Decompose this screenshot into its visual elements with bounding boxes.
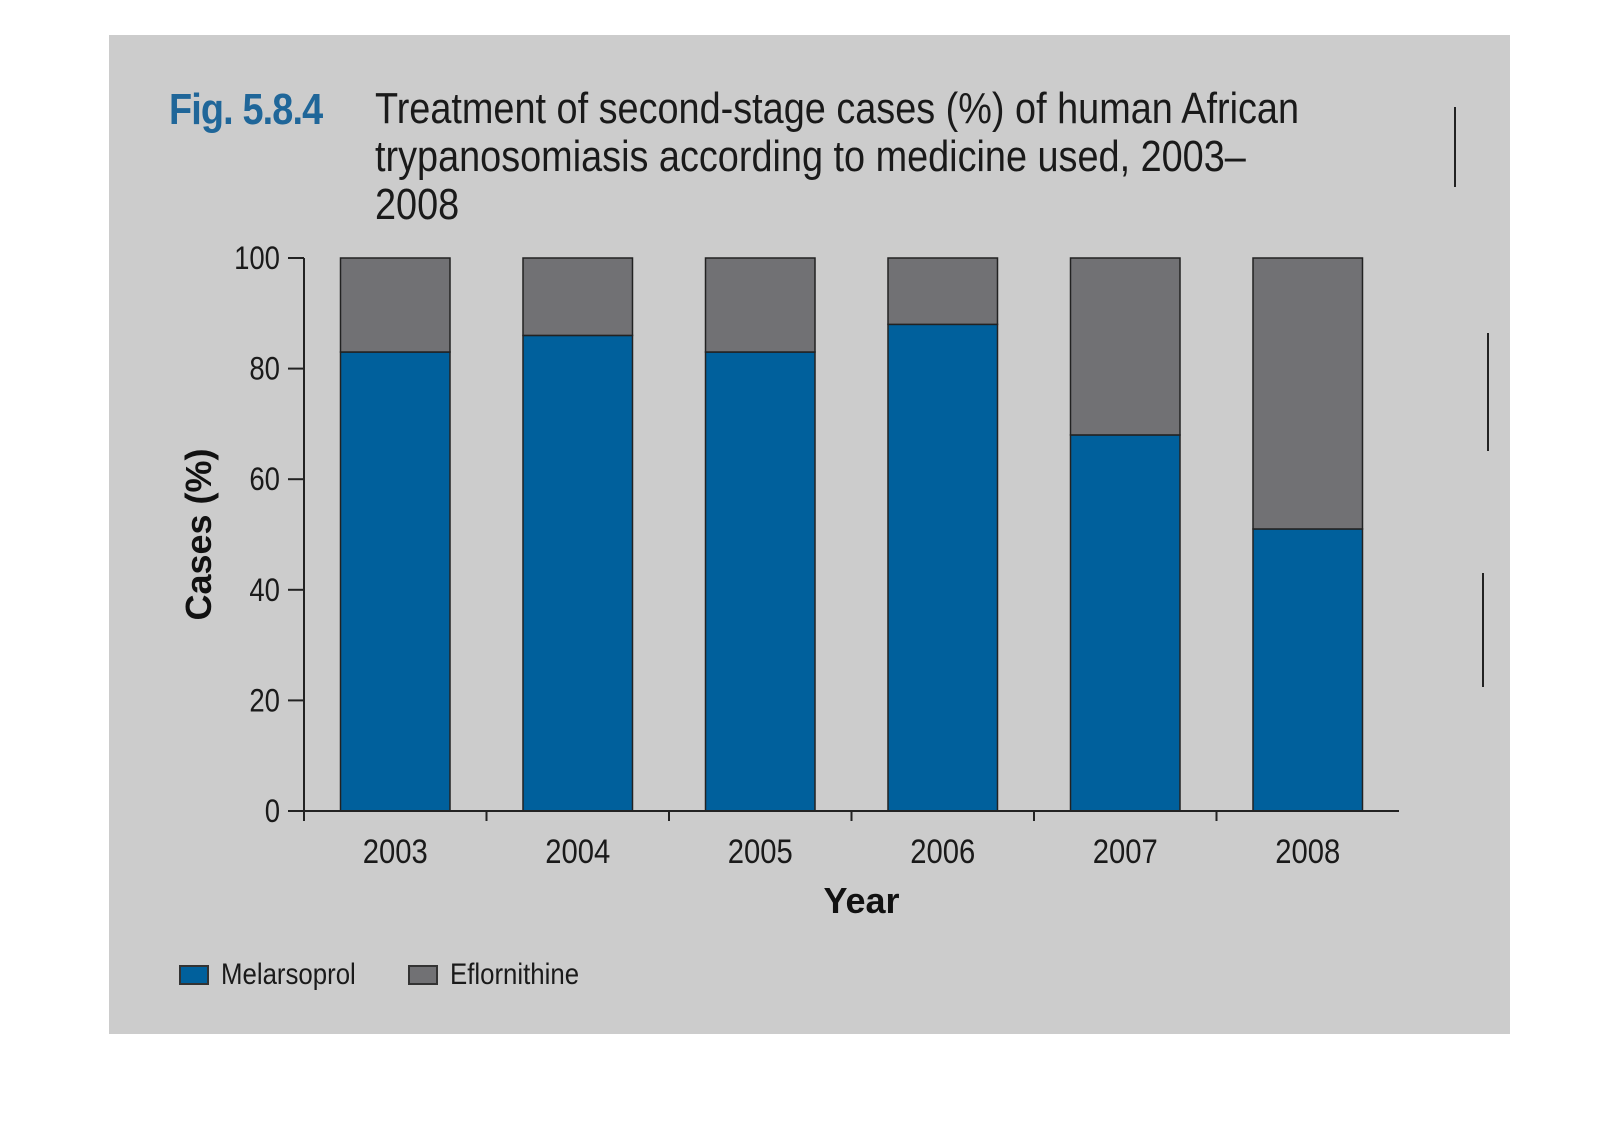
y-axis-title: Cases (%) bbox=[178, 448, 219, 620]
x-tick-label-2005: 2005 bbox=[728, 832, 793, 871]
y-tick-label-20: 20 bbox=[249, 684, 280, 719]
bar-eflornithine-2004 bbox=[522, 257, 634, 337]
y-tick-label-0: 0 bbox=[265, 794, 280, 829]
y-tick-label-80: 80 bbox=[249, 352, 280, 387]
legend-label-eflornithine: Eflornithine bbox=[449, 958, 579, 991]
bar-eflornithine-2006 bbox=[887, 257, 999, 326]
x-tick-label-2008: 2008 bbox=[1275, 832, 1340, 871]
bar-eflornithine-2008 bbox=[1252, 257, 1364, 530]
bar-eflornithine-2005 bbox=[704, 257, 816, 353]
y-tick-label-100: 100 bbox=[234, 241, 280, 276]
bar-melarsoprol-2006 bbox=[887, 323, 999, 812]
x-tick-label-2007: 2007 bbox=[1093, 832, 1158, 871]
x-tick-label-2004: 2004 bbox=[545, 832, 610, 871]
figure-label: Fig. 5.8.4 bbox=[169, 85, 323, 134]
x-tick-label-2006: 2006 bbox=[910, 832, 975, 871]
y-tick-label-60: 60 bbox=[249, 462, 280, 497]
bar-melarsoprol-2007 bbox=[1069, 434, 1181, 812]
legend-item-eflornithine: Eflornithine bbox=[407, 958, 600, 992]
bar-melarsoprol-2003 bbox=[339, 351, 451, 812]
figure-panel: Fig. 5.8.4 Treatment of second-stage cas… bbox=[109, 35, 1510, 1034]
bar-eflornithine-2003 bbox=[339, 257, 451, 353]
edge-divider-line bbox=[1454, 107, 1456, 187]
legend-label-melarsoprol: Melarsoprol bbox=[221, 958, 356, 991]
bar-melarsoprol-2004 bbox=[522, 334, 634, 812]
legend-item-melarsoprol: Melarsoprol bbox=[179, 958, 378, 992]
y-tick-label-40: 40 bbox=[249, 573, 280, 608]
edge-divider-line bbox=[1487, 333, 1489, 451]
x-axis-title: Year bbox=[823, 880, 899, 921]
bar-melarsoprol-2005 bbox=[704, 351, 816, 812]
legend: Melarsoprol Eflornithine bbox=[179, 958, 630, 992]
x-tick-label-2003: 2003 bbox=[363, 832, 428, 871]
stacked-bar-chart: 2003 2004 2005 2006 2007 2008 0 20 40 60 80 100 Year… bbox=[178, 241, 1399, 921]
bar-melarsoprol-2008 bbox=[1252, 528, 1364, 812]
legend-swatch-melarsoprol bbox=[179, 965, 209, 985]
edge-divider-line bbox=[1482, 573, 1484, 687]
bar-eflornithine-2007 bbox=[1069, 257, 1181, 436]
figure-title: Treatment of second-stage cases (%) of h… bbox=[375, 84, 1300, 229]
legend-swatch-eflornithine bbox=[407, 965, 438, 985]
